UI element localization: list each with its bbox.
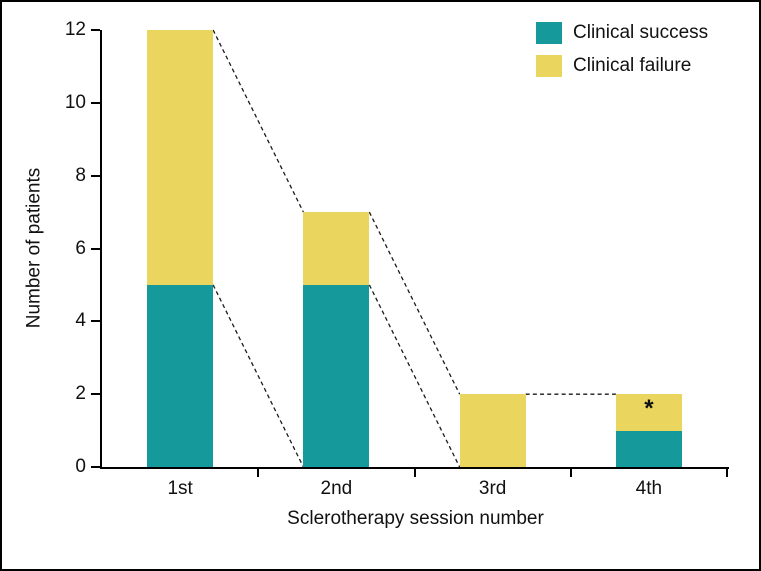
x-axis-tick-1 <box>257 469 260 477</box>
bar-1st-clinical-failure <box>147 30 214 285</box>
y-tick-0 <box>91 466 100 468</box>
y-tick-10 <box>91 101 100 104</box>
y-tick-label-12: 12 <box>64 19 86 40</box>
x-tick-label-1st: 1st <box>167 478 193 499</box>
y-tick-label-4: 4 <box>75 310 86 332</box>
legend-swatch-clinical-failure <box>536 55 562 77</box>
x-tick-label-2nd: 2nd <box>320 478 353 499</box>
y-tick-2 <box>91 393 100 396</box>
legend: Clinical success Clinical failure <box>536 21 708 87</box>
y-tick-12 <box>91 29 100 31</box>
x-tick-label-3rd: 3rd <box>478 478 507 499</box>
y-tick-label-0: 0 <box>75 456 86 477</box>
x-axis-tick-2 <box>413 469 416 477</box>
y-tick-label-2: 2 <box>75 383 86 405</box>
legend-label-clinical-failure: Clinical failure <box>573 55 692 76</box>
y-tick-6 <box>91 247 100 250</box>
legend-item-clinical-success: Clinical success <box>536 21 708 45</box>
plot-area: * <box>102 29 727 468</box>
legend-item-clinical-failure: Clinical failure <box>536 54 708 78</box>
bar-2nd-clinical-failure <box>303 212 370 285</box>
y-tick-label-6: 6 <box>75 237 86 259</box>
x-axis-title: Sclerotherapy session number <box>287 508 544 529</box>
y-tick-label-8: 8 <box>75 164 86 186</box>
x-axis-line <box>100 467 729 469</box>
bar-2nd-clinical-success <box>303 284 370 467</box>
bar-4th-clinical-failure: * <box>615 394 682 431</box>
dashed-connector-1 <box>212 284 304 468</box>
dashed-connector-0 <box>212 29 304 213</box>
dashed-connector-3 <box>368 284 461 468</box>
x-axis-tick-3 <box>569 469 572 477</box>
x-tick-label-4th: 4th <box>635 478 663 499</box>
x-axis-tick-4 <box>726 469 728 477</box>
legend-swatch-clinical-success <box>536 22 562 44</box>
bar-1st-clinical-success <box>147 284 214 467</box>
legend-label-clinical-success: Clinical success <box>573 22 709 43</box>
bar-3rd-clinical-failure <box>459 394 526 467</box>
bar-4th-clinical-success <box>615 430 682 467</box>
y-tick-4 <box>91 320 100 323</box>
annotation-asterisk: * <box>644 395 654 423</box>
dashed-connector-lines <box>212 29 616 468</box>
y-tick-label-10: 10 <box>64 91 86 113</box>
dashed-connector-2 <box>368 211 461 395</box>
y-axis-line <box>100 30 102 469</box>
y-tick-8 <box>91 174 100 177</box>
